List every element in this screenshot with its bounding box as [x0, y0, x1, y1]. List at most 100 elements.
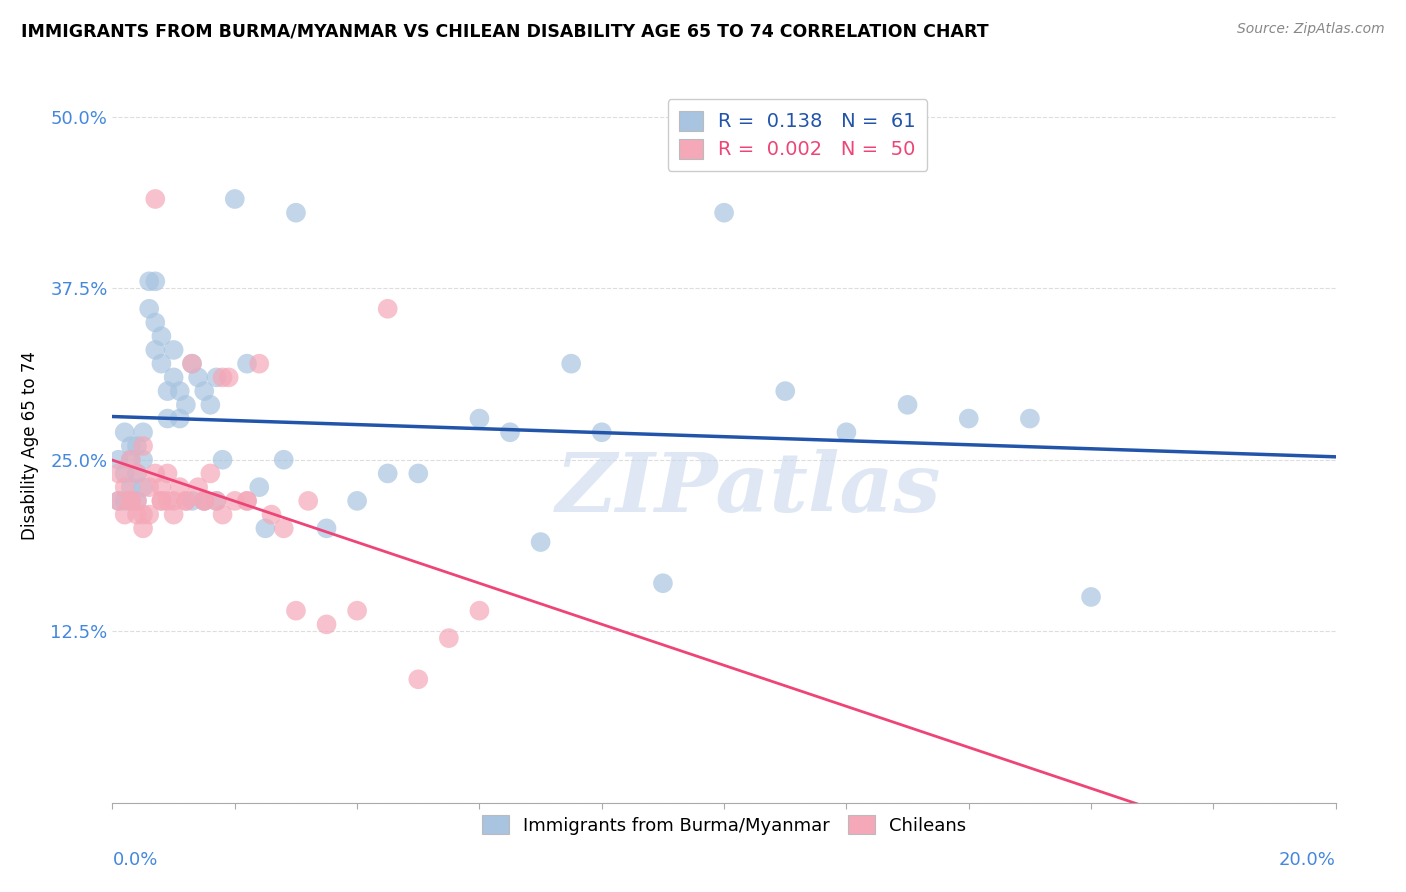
Point [163, 370, 186, 384]
Point [224, 192, 246, 206]
Point [499, 425, 522, 440]
Point [143, 467, 166, 481]
Point [163, 508, 186, 522]
Point [143, 274, 166, 288]
Point [169, 384, 191, 398]
Point [957, 411, 980, 425]
Point [169, 480, 191, 494]
Point [273, 452, 295, 467]
Text: 20.0%: 20.0% [1279, 851, 1336, 869]
Point [169, 411, 191, 425]
Point [114, 494, 136, 508]
Point [181, 357, 204, 371]
Point [315, 617, 337, 632]
Point [187, 480, 209, 494]
Point [315, 521, 337, 535]
Point [254, 521, 277, 535]
Point [156, 467, 179, 481]
Point [297, 494, 319, 508]
Point [377, 467, 399, 481]
Point [132, 521, 155, 535]
Point [193, 494, 215, 508]
Point [120, 452, 142, 467]
Point [236, 357, 259, 371]
Point [468, 411, 491, 425]
Point [143, 192, 166, 206]
Point [125, 494, 148, 508]
Text: ZIPatlas: ZIPatlas [555, 449, 941, 529]
Point [713, 205, 735, 219]
Point [591, 425, 613, 440]
Point [138, 480, 160, 494]
Point [132, 452, 155, 467]
Point [174, 398, 197, 412]
Point [193, 384, 215, 398]
Point [211, 452, 233, 467]
Point [120, 494, 142, 508]
Point [260, 508, 283, 522]
Point [193, 494, 215, 508]
Point [114, 425, 136, 440]
Point [200, 398, 222, 412]
Point [143, 343, 166, 357]
Point [247, 357, 270, 371]
Point [1080, 590, 1102, 604]
Point [156, 411, 179, 425]
Point [114, 467, 136, 481]
Point [211, 508, 233, 522]
Point [150, 357, 173, 371]
Point [530, 535, 553, 549]
Point [247, 480, 270, 494]
Y-axis label: Disability Age 65 to 74: Disability Age 65 to 74 [21, 351, 39, 541]
Point [181, 494, 204, 508]
Point [897, 398, 920, 412]
Point [132, 480, 155, 494]
Point [138, 508, 160, 522]
Point [138, 301, 160, 316]
Point [468, 604, 491, 618]
Point [652, 576, 675, 591]
Point [143, 316, 166, 330]
Point [187, 370, 209, 384]
Point [218, 370, 240, 384]
Point [408, 467, 430, 481]
Point [125, 508, 148, 522]
Point [120, 480, 142, 494]
Point [163, 494, 186, 508]
Point [346, 494, 368, 508]
Point [138, 274, 160, 288]
Legend: Immigrants from Burma/Myanmar, Chileans: Immigrants from Burma/Myanmar, Chileans [472, 806, 976, 844]
Point [835, 425, 858, 440]
Point [205, 494, 228, 508]
Point [156, 384, 179, 398]
Point [125, 494, 148, 508]
Point [775, 384, 797, 398]
Point [120, 452, 142, 467]
Point [205, 370, 228, 384]
Point [200, 467, 222, 481]
Text: IMMIGRANTS FROM BURMA/MYANMAR VS CHILEAN DISABILITY AGE 65 TO 74 CORRELATION CHA: IMMIGRANTS FROM BURMA/MYANMAR VS CHILEAN… [21, 22, 988, 40]
Point [437, 631, 460, 645]
Point [132, 425, 155, 440]
Point [125, 467, 148, 481]
Point [120, 494, 142, 508]
Point [150, 480, 173, 494]
Point [107, 467, 129, 481]
Point [107, 452, 129, 467]
Point [377, 301, 399, 316]
Point [284, 604, 308, 618]
Point [211, 370, 233, 384]
Point [346, 604, 368, 618]
Point [120, 439, 142, 453]
Point [107, 494, 129, 508]
Point [114, 480, 136, 494]
Point [150, 329, 173, 343]
Point [120, 494, 142, 508]
Point [163, 343, 186, 357]
Point [174, 494, 197, 508]
Point [560, 357, 582, 371]
Point [156, 494, 179, 508]
Point [273, 521, 295, 535]
Text: Source: ZipAtlas.com: Source: ZipAtlas.com [1237, 22, 1385, 37]
Point [150, 494, 173, 508]
